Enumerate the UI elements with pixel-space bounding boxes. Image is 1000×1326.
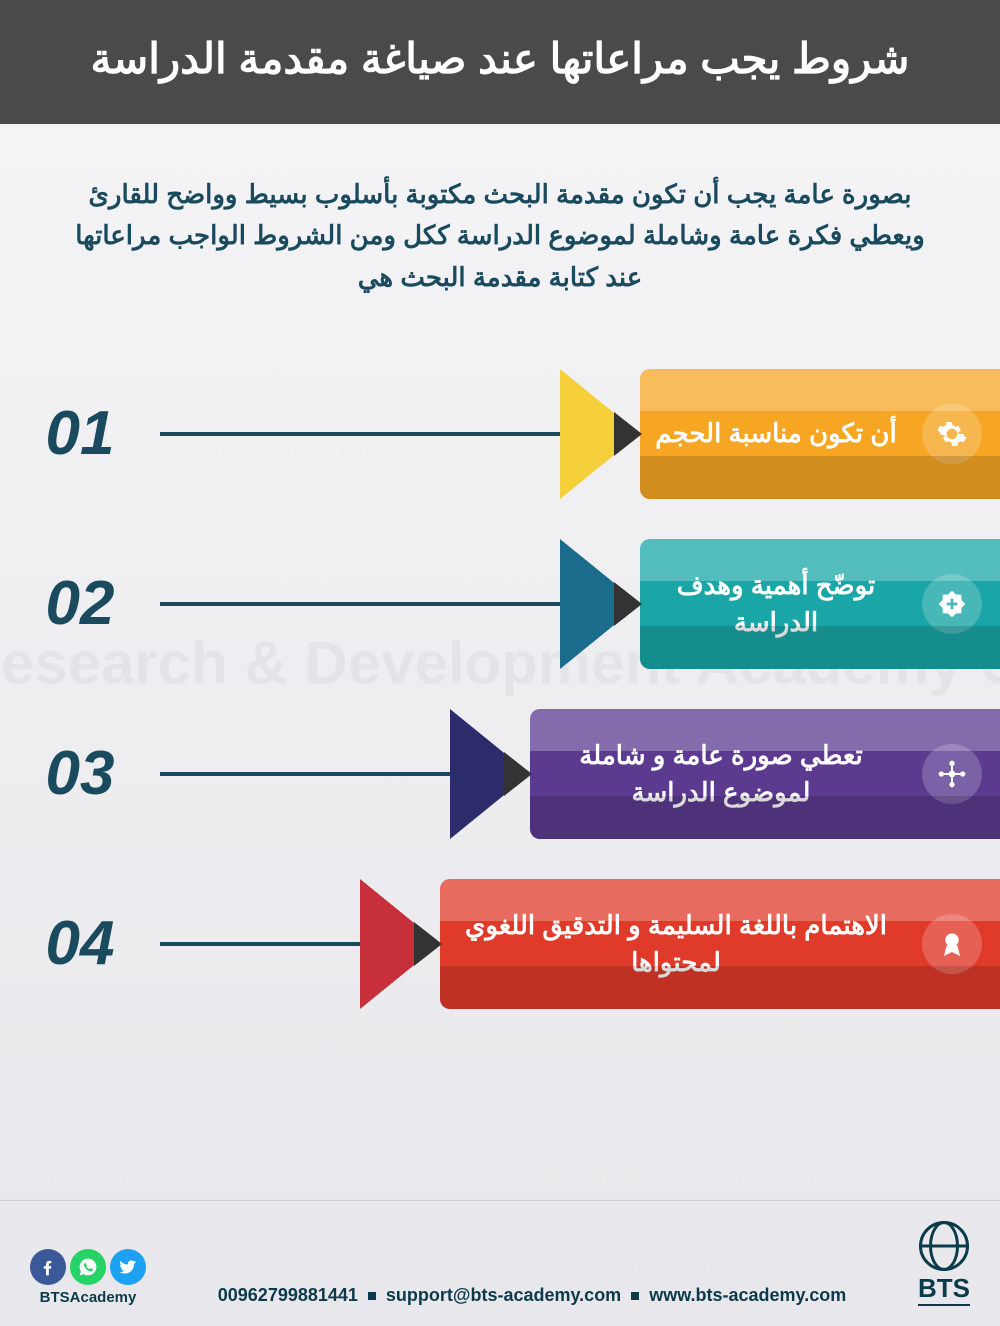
pencil-tip bbox=[560, 369, 640, 499]
contacts: 00962799881441 support@bts-academy.com w… bbox=[218, 1285, 846, 1306]
connector-line bbox=[200, 432, 560, 436]
twitter-icon[interactable] bbox=[110, 1249, 146, 1285]
footer: BTSAcademy 00962799881441 support@bts-ac… bbox=[0, 1200, 1000, 1326]
pencil-tip bbox=[360, 879, 440, 1009]
ribbon-icon bbox=[922, 914, 982, 974]
header-title: شروط يجب مراعاتها عند صياغة مقدمة الدراس… bbox=[91, 35, 910, 82]
item-number: 02 bbox=[0, 568, 160, 639]
item-row: 03 تعطي صورة عامة و شاملة لموضوع الدراسة bbox=[0, 709, 1000, 839]
dash bbox=[160, 602, 200, 606]
email: support@bts-academy.com bbox=[386, 1285, 621, 1306]
dash bbox=[160, 772, 200, 776]
item-row: 02 توضّح أهمية وهدف الدراسة bbox=[0, 539, 1000, 669]
pencil: الاهتمام باللغة السليمة و التدقيق اللغوي… bbox=[360, 879, 1000, 1009]
pencil-body: الاهتمام باللغة السليمة و التدقيق اللغوي… bbox=[440, 879, 1000, 1009]
pencil: توضّح أهمية وهدف الدراسة bbox=[560, 539, 1000, 669]
item-text: أن تكون مناسبة الحجم bbox=[640, 415, 922, 451]
pencil-tip bbox=[450, 709, 530, 839]
globe-icon bbox=[919, 1221, 969, 1271]
logo-text: BTS bbox=[918, 1273, 970, 1306]
item-row: 01 أن تكون مناسبة الحجم bbox=[0, 369, 1000, 499]
intro-text: بصورة عامة يجب أن تكون مقدمة البحث مكتوب… bbox=[0, 124, 1000, 339]
network-icon bbox=[922, 744, 982, 804]
header: شروط يجب مراعاتها عند صياغة مقدمة الدراس… bbox=[0, 0, 1000, 124]
item-number: 01 bbox=[0, 398, 160, 469]
pencil-lead-icon bbox=[614, 582, 642, 626]
social-icons bbox=[30, 1249, 146, 1285]
separator-icon bbox=[631, 1292, 639, 1300]
pencil-body: أن تكون مناسبة الحجم bbox=[640, 369, 1000, 499]
socials: BTSAcademy bbox=[30, 1249, 146, 1306]
pencil-lead-icon bbox=[414, 922, 442, 966]
pencil: تعطي صورة عامة و شاملة لموضوع الدراسة bbox=[450, 709, 1000, 839]
item-number: 03 bbox=[0, 738, 160, 809]
item-number: 04 bbox=[0, 908, 160, 979]
website: www.bts-academy.com bbox=[649, 1285, 846, 1306]
dash bbox=[160, 942, 200, 946]
connector-line bbox=[200, 942, 360, 946]
items-list: 01 أن تكون مناسبة الحجم 02 توضّح أهمية و… bbox=[0, 339, 1000, 1009]
logo: BTS bbox=[918, 1221, 970, 1306]
dash bbox=[160, 432, 200, 436]
pencil-body: توضّح أهمية وهدف الدراسة bbox=[640, 539, 1000, 669]
pencil-body: تعطي صورة عامة و شاملة لموضوع الدراسة bbox=[530, 709, 1000, 839]
pencil-lead-icon bbox=[504, 752, 532, 796]
connector-line bbox=[200, 602, 560, 606]
pencil: أن تكون مناسبة الحجم bbox=[560, 369, 1000, 499]
social-handle: BTSAcademy bbox=[30, 1289, 146, 1306]
pencil-lead-icon bbox=[614, 412, 642, 456]
plus-icon bbox=[922, 574, 982, 634]
whatsapp-icon[interactable] bbox=[70, 1249, 106, 1285]
phone: 00962799881441 bbox=[218, 1285, 358, 1306]
separator-icon bbox=[368, 1292, 376, 1300]
pencil-tip bbox=[560, 539, 640, 669]
gear-icon bbox=[922, 404, 982, 464]
item-row: 04 الاهتمام باللغة السليمة و التدقيق الل… bbox=[0, 879, 1000, 1009]
connector-line bbox=[200, 772, 450, 776]
facebook-icon[interactable] bbox=[30, 1249, 66, 1285]
